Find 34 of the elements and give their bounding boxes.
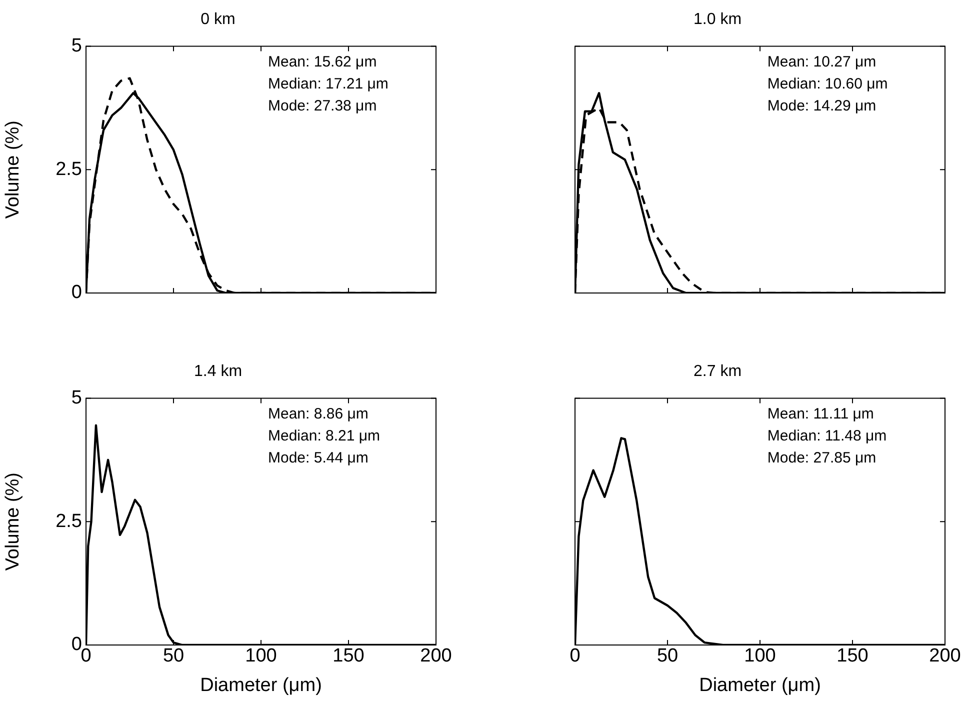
y-tick-label: 5 xyxy=(71,387,82,408)
annotation: Mode: 27.85 μm xyxy=(767,449,876,466)
y-tick-label: 2.5 xyxy=(56,510,82,532)
x-tick-label: 200 xyxy=(420,646,452,667)
annotation: Mode: 5.44 μm xyxy=(268,449,368,466)
x-tick-label: 150 xyxy=(836,646,868,667)
chart-title: 2.7 km xyxy=(693,363,742,380)
annotation: Median: 17.21 μm xyxy=(268,75,388,92)
x-tick-label: 0 xyxy=(570,646,580,667)
x-tick-label: 150 xyxy=(332,646,364,667)
annotation: Mean: 10.27 μm xyxy=(767,53,876,70)
chart-title: 1.0 km xyxy=(693,11,742,28)
annotation: Mode: 27.38 μm xyxy=(268,97,377,114)
x-tick-label: 100 xyxy=(744,646,776,667)
x-tick-label: 200 xyxy=(929,646,961,667)
annotation: Mode: 14.29 μm xyxy=(767,97,876,114)
y-tick-label: 2.5 xyxy=(56,158,82,180)
x-axis-title: Diameter (μm) xyxy=(699,674,821,696)
x-tick-label: 50 xyxy=(656,646,678,667)
annotation: Median: 8.21 μm xyxy=(268,427,380,444)
x-tick-label: 100 xyxy=(245,646,277,667)
annotation: Median: 11.48 μm xyxy=(767,427,887,444)
annotation: Mean: 8.86 μm xyxy=(268,405,368,422)
y-axis-title: Volume (%) xyxy=(2,120,24,219)
y-axis-title: Volume (%) xyxy=(2,472,24,571)
annotation: Median: 10.60 μm xyxy=(767,75,888,92)
x-axis-title: Diameter (μm) xyxy=(200,674,322,696)
annotation: Mean: 11.11 μm xyxy=(767,405,874,422)
y-tick-label: 0 xyxy=(71,282,82,304)
chart-title: 0 km xyxy=(200,11,236,28)
chart-title: 1.4 km xyxy=(194,363,242,380)
annotation: Mean: 15.62 μm xyxy=(268,53,377,70)
y-tick-label: 5 xyxy=(71,35,82,56)
x-tick-label: 50 xyxy=(162,646,184,667)
